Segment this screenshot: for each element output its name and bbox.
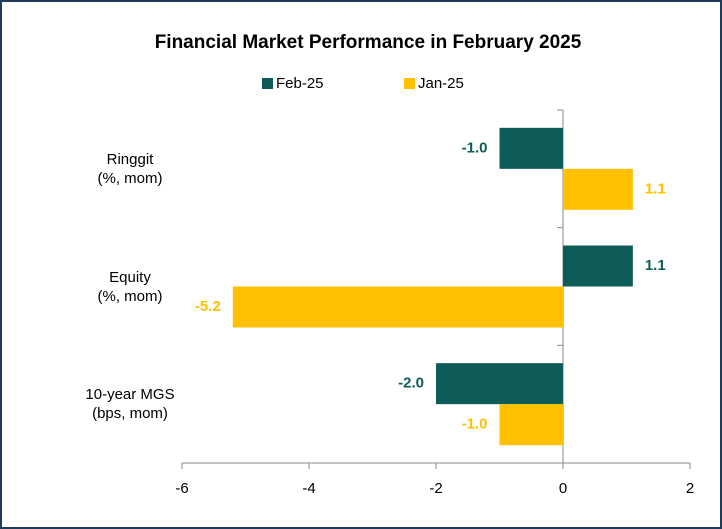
bar [232, 286, 564, 328]
data-label: -1.0 [462, 139, 488, 156]
category-label: 10-year MGS (bps, mom) [85, 386, 175, 423]
legend-swatch [404, 78, 415, 89]
data-label: 1.1 [645, 257, 666, 274]
data-label: -1.0 [462, 416, 488, 433]
x-tick-label: -6 [175, 480, 188, 497]
bar [563, 168, 633, 210]
x-tick-label: 0 [559, 480, 567, 497]
bar [499, 404, 563, 446]
chart-title: Financial Market Performance in February… [155, 32, 582, 53]
data-label: -2.0 [398, 375, 424, 392]
legend-label: Jan-25 [418, 75, 464, 92]
data-label: 1.1 [645, 180, 666, 197]
bar [563, 245, 633, 287]
legend-label: Feb-25 [276, 75, 324, 92]
x-tick-label: 2 [686, 480, 694, 497]
x-tick-label: -2 [429, 480, 442, 497]
legend-swatch [262, 78, 273, 89]
category-label: Ringgit (%, mom) [97, 150, 163, 187]
x-tick-label: -4 [302, 480, 315, 497]
category-label: Equity (%, mom) [97, 268, 163, 305]
data-label: -5.2 [195, 298, 221, 315]
bar [499, 127, 563, 169]
bar [436, 363, 563, 405]
